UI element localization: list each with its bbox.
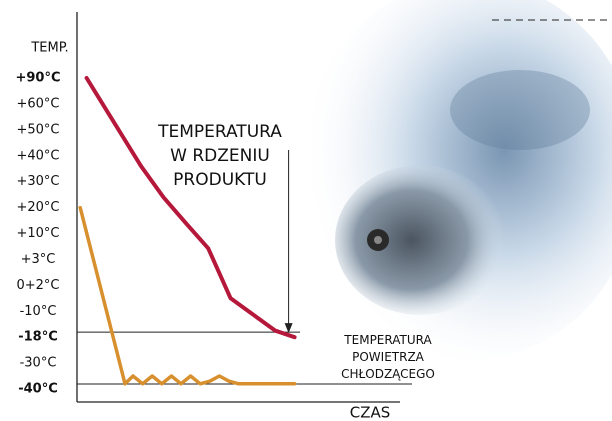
y-tick-label: +60°C [16,96,59,111]
series-line [84,76,297,340]
y-tick-label: -18°C [18,330,58,345]
y-tick-label: -30°C [20,356,57,371]
y-tick-label: +40°C [16,148,59,163]
y-tick-label: +3°C [21,252,56,267]
y-tick-label: +30°C [16,174,59,189]
y-tick-label: 0+2°C [16,278,59,293]
fish-photo [300,0,612,360]
y-tick-label: +50°C [16,122,59,137]
y-tick-label: -10°C [20,304,57,319]
series-line [78,205,297,386]
series-label: TEMPERATURA W RDZENIU PRODUKTU [157,122,282,190]
y-tick-label: +20°C [16,200,59,215]
y-axis-label: TEMP. [30,41,68,56]
arrow-head [284,323,293,334]
y-tick-label: -40°C [18,382,58,397]
y-tick-label: +10°C [16,226,59,241]
series-label: TEMPERATURA POWIETRZA CHŁODZĄCEGO [341,333,435,381]
y-tick-label: +90°C [15,71,60,86]
x-axis-label: CZAS [350,404,391,421]
